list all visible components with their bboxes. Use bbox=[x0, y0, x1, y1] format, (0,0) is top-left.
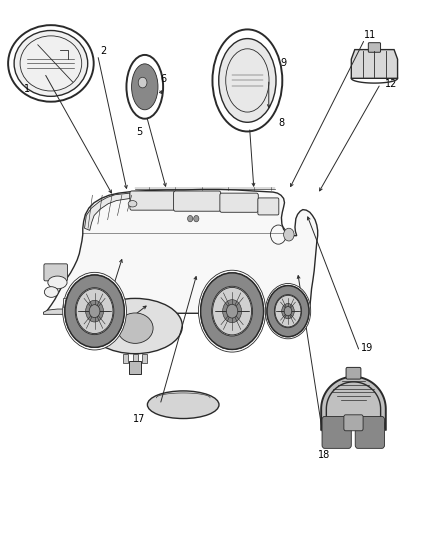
Ellipse shape bbox=[88, 298, 182, 354]
Polygon shape bbox=[44, 189, 318, 313]
Circle shape bbox=[201, 273, 264, 350]
Text: 9: 9 bbox=[280, 59, 286, 68]
Ellipse shape bbox=[128, 200, 137, 207]
Circle shape bbox=[212, 286, 253, 336]
Polygon shape bbox=[43, 309, 71, 314]
Circle shape bbox=[76, 289, 113, 334]
Circle shape bbox=[65, 275, 124, 348]
Text: 12: 12 bbox=[385, 79, 397, 88]
Text: 19: 19 bbox=[361, 343, 374, 353]
Ellipse shape bbox=[44, 287, 58, 297]
FancyBboxPatch shape bbox=[44, 264, 67, 281]
Ellipse shape bbox=[14, 30, 88, 96]
Text: 1: 1 bbox=[24, 84, 30, 94]
FancyBboxPatch shape bbox=[173, 191, 221, 211]
Polygon shape bbox=[85, 193, 130, 230]
FancyBboxPatch shape bbox=[344, 415, 363, 431]
FancyBboxPatch shape bbox=[322, 416, 351, 448]
Circle shape bbox=[274, 295, 302, 328]
Circle shape bbox=[284, 306, 292, 316]
Ellipse shape bbox=[48, 276, 67, 289]
FancyBboxPatch shape bbox=[355, 416, 385, 448]
Circle shape bbox=[89, 305, 100, 318]
FancyBboxPatch shape bbox=[258, 198, 279, 215]
Text: 2: 2 bbox=[100, 46, 106, 55]
Bar bbox=[142, 354, 148, 364]
Circle shape bbox=[138, 77, 147, 88]
Bar bbox=[63, 298, 78, 307]
Ellipse shape bbox=[148, 391, 219, 418]
Circle shape bbox=[201, 273, 264, 350]
Circle shape bbox=[267, 286, 309, 337]
Text: 6: 6 bbox=[160, 75, 166, 84]
Circle shape bbox=[198, 270, 266, 352]
Circle shape bbox=[65, 275, 124, 348]
Polygon shape bbox=[351, 50, 398, 78]
Ellipse shape bbox=[131, 64, 158, 110]
FancyBboxPatch shape bbox=[130, 191, 175, 210]
Circle shape bbox=[75, 288, 114, 335]
Text: 14: 14 bbox=[80, 329, 92, 340]
Circle shape bbox=[194, 215, 199, 222]
Circle shape bbox=[212, 287, 251, 335]
Text: 17: 17 bbox=[133, 414, 146, 424]
Text: 15: 15 bbox=[87, 302, 99, 312]
FancyBboxPatch shape bbox=[346, 367, 361, 379]
Circle shape bbox=[223, 300, 241, 322]
Circle shape bbox=[187, 215, 193, 222]
Polygon shape bbox=[321, 377, 386, 431]
FancyBboxPatch shape bbox=[220, 193, 258, 212]
Text: 8: 8 bbox=[279, 118, 285, 128]
Circle shape bbox=[63, 272, 127, 350]
Ellipse shape bbox=[219, 38, 276, 122]
Bar bbox=[123, 354, 128, 364]
Circle shape bbox=[282, 303, 294, 319]
Circle shape bbox=[265, 284, 311, 339]
FancyBboxPatch shape bbox=[368, 43, 381, 52]
Bar bbox=[129, 361, 141, 374]
Bar bbox=[133, 354, 138, 364]
Ellipse shape bbox=[117, 313, 153, 343]
Circle shape bbox=[267, 286, 309, 337]
Circle shape bbox=[86, 300, 103, 322]
Text: 5: 5 bbox=[136, 127, 143, 137]
Text: 18: 18 bbox=[318, 450, 330, 460]
Circle shape bbox=[275, 295, 301, 327]
Circle shape bbox=[226, 304, 238, 318]
Circle shape bbox=[284, 228, 294, 241]
Text: 11: 11 bbox=[364, 30, 376, 40]
